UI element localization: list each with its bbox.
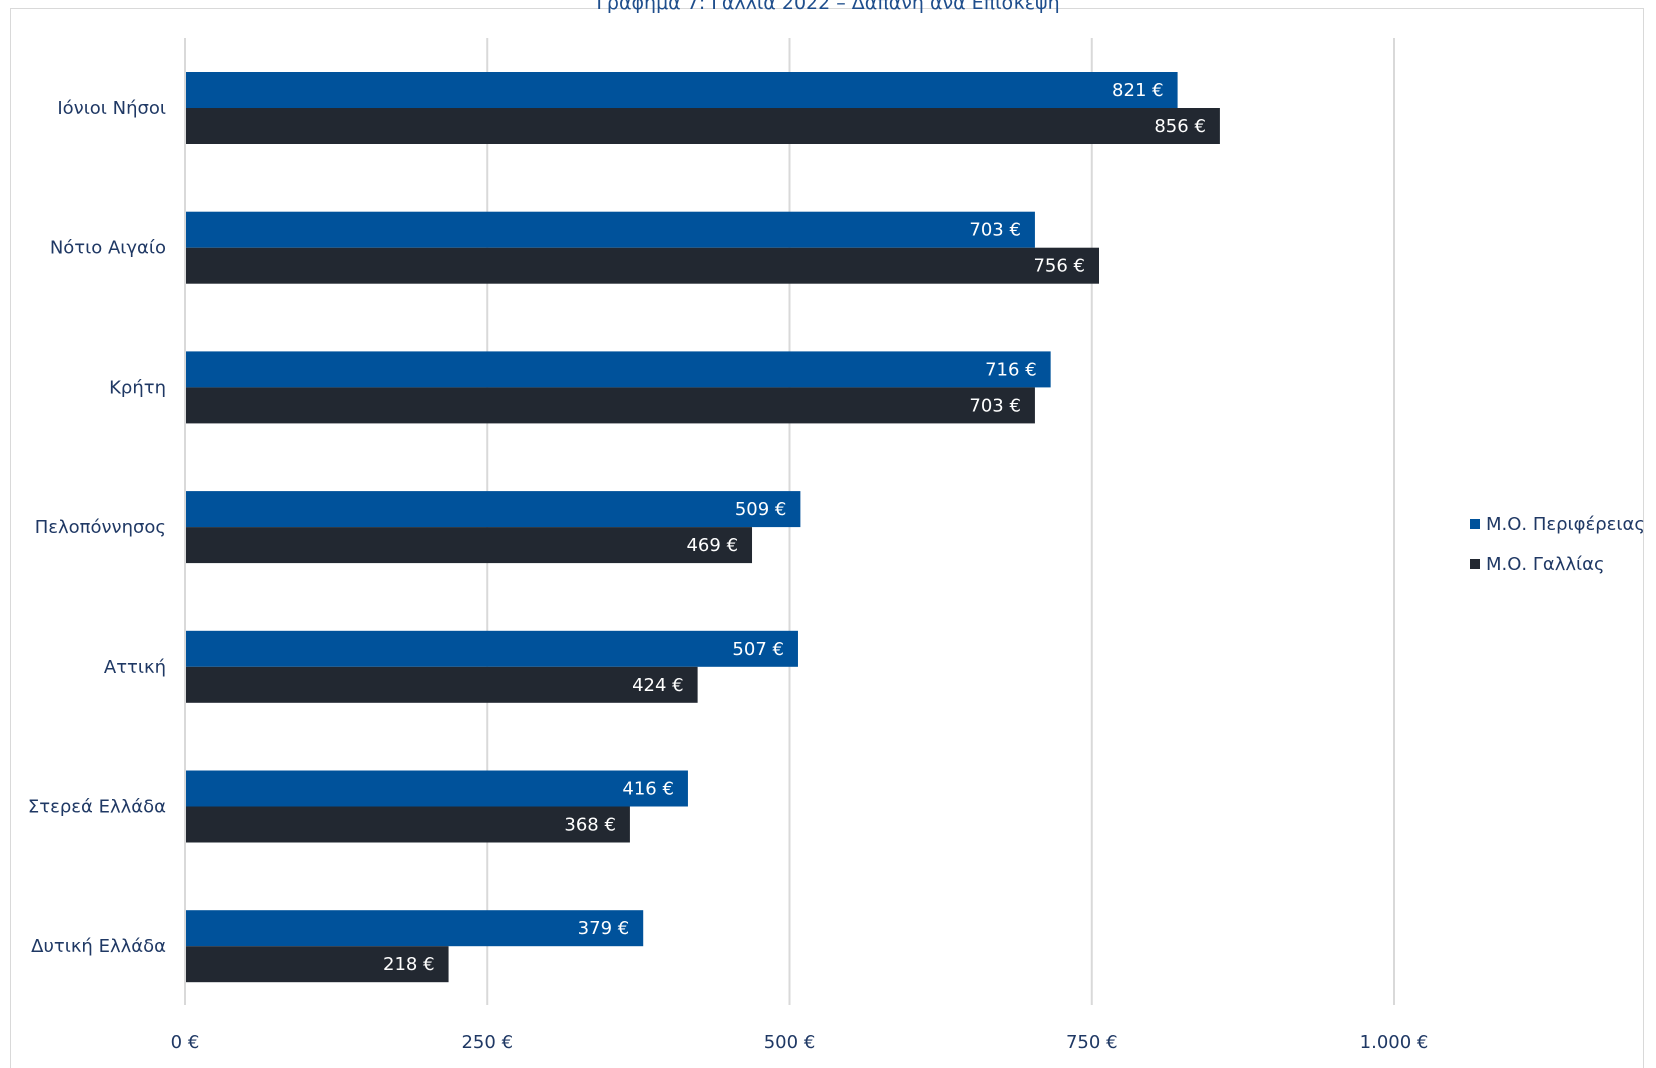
bar-1-6 xyxy=(185,946,449,983)
bar-0-4 xyxy=(185,630,798,667)
x-tick-label-2: 500 € xyxy=(764,1032,816,1053)
category-label-6: Δυτική Ελλάδα xyxy=(31,936,166,957)
bar-1-3 xyxy=(185,527,753,564)
bar-0-5 xyxy=(185,770,688,807)
value-label-1-1: 756 € xyxy=(1033,256,1085,277)
bar-0-0 xyxy=(185,72,1178,108)
value-label-0-1: 703 € xyxy=(969,220,1021,241)
x-tick-label-0: 0 € xyxy=(171,1032,200,1053)
bar-1-2 xyxy=(185,387,1035,424)
chart-title: Γράφημα 7: Γαλλία 2022 – Δαπάνη ανά Επίσ… xyxy=(596,0,1060,14)
value-label-1-5: 368 € xyxy=(564,815,616,836)
value-label-0-0: 821 € xyxy=(1112,80,1164,101)
legend-swatch-region xyxy=(1470,519,1480,529)
category-label-2: Κρήτη xyxy=(109,377,166,398)
x-tick-label-1: 250 € xyxy=(461,1032,513,1053)
bar-1-1 xyxy=(185,247,1100,284)
value-label-1-6: 218 € xyxy=(383,954,435,975)
value-label-0-4: 507 € xyxy=(732,639,784,660)
legend-item-region: Μ.Ο. Περιφέρειας xyxy=(1470,504,1645,544)
bar-0-1 xyxy=(185,211,1035,248)
chart-frame xyxy=(10,8,1644,1068)
category-label-0: Ιόνιοι Νήσοι xyxy=(57,98,166,119)
value-label-1-3: 469 € xyxy=(686,535,738,556)
value-label-0-2: 716 € xyxy=(985,359,1037,380)
value-label-1-4: 424 € xyxy=(632,675,684,696)
value-label-0-6: 379 € xyxy=(578,918,630,939)
bar-1-5 xyxy=(185,806,630,843)
value-label-0-3: 509 € xyxy=(735,499,787,520)
category-label-5: Στερεά Ελλάδα xyxy=(28,797,166,818)
legend-label-france: Μ.Ο. Γαλλίας xyxy=(1486,553,1605,575)
x-tick-label-3: 750 € xyxy=(1066,1032,1118,1053)
category-label-1: Νότιο Αιγαίο xyxy=(50,238,166,259)
value-label-0-5: 416 € xyxy=(622,779,674,800)
bar-0-6 xyxy=(185,910,644,947)
legend: Μ.Ο. Περιφέρειας Μ.Ο. Γαλλίας xyxy=(1470,504,1645,584)
legend-swatch-france xyxy=(1470,559,1480,569)
legend-label-region: Μ.Ο. Περιφέρειας xyxy=(1486,513,1645,535)
bar-1-0 xyxy=(185,108,1220,144)
bar-0-2 xyxy=(185,351,1051,388)
bar-0-3 xyxy=(185,491,801,528)
value-label-1-0: 856 € xyxy=(1154,116,1206,137)
x-tick-label-4: 1.000 € xyxy=(1360,1032,1429,1053)
category-label-4: Αττική xyxy=(104,657,166,678)
legend-item-france: Μ.Ο. Γαλλίας xyxy=(1470,544,1645,584)
bar-1-4 xyxy=(185,666,698,703)
value-label-1-2: 703 € xyxy=(969,395,1021,416)
category-label-3: Πελοπόννησος xyxy=(35,517,166,538)
